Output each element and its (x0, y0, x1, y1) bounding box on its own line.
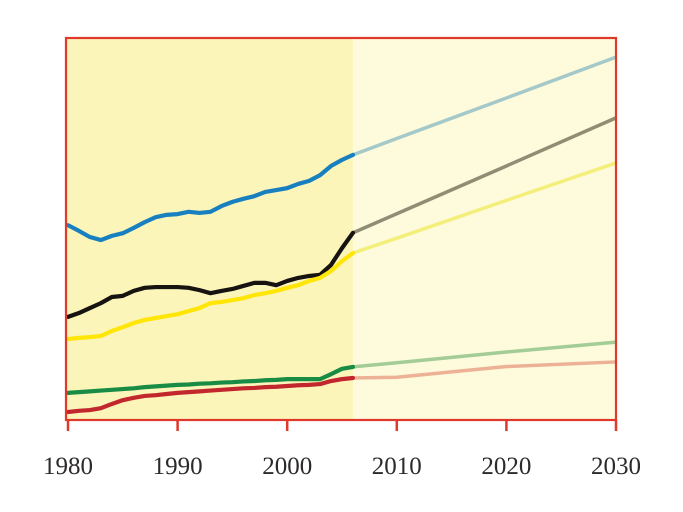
projection-shading (352, 38, 616, 420)
series-yellow-projection (352, 161, 617, 255)
x-tick-label-2010: 2010 (372, 453, 422, 480)
series-black-historical (65, 230, 356, 319)
series-green-projection (352, 340, 617, 369)
chart-axis-layer: 1980 1990 2000 2010 2020 2030 (43, 420, 641, 480)
series-red-historical (65, 375, 356, 415)
x-tick-label-1990: 1990 (153, 453, 203, 480)
series-black-projection (352, 116, 617, 235)
chart-series-layer (65, 55, 617, 415)
series-red-projection (352, 360, 617, 380)
x-tick-label-2030: 2030 (591, 453, 641, 480)
series-blue-historical (65, 152, 356, 243)
plot-border (64, 36, 618, 422)
series-blue-projection (352, 55, 617, 157)
x-tick-label-2020: 2020 (481, 453, 531, 480)
chart-background-layer (66, 38, 616, 420)
historical-shading (66, 38, 353, 420)
x-tick-label-1980: 1980 (43, 453, 93, 480)
series-green-historical (65, 364, 356, 395)
series-yellow-historical (65, 250, 356, 342)
x-tick-label-2000: 2000 (262, 453, 312, 480)
chart-frame-layer (64, 36, 618, 422)
